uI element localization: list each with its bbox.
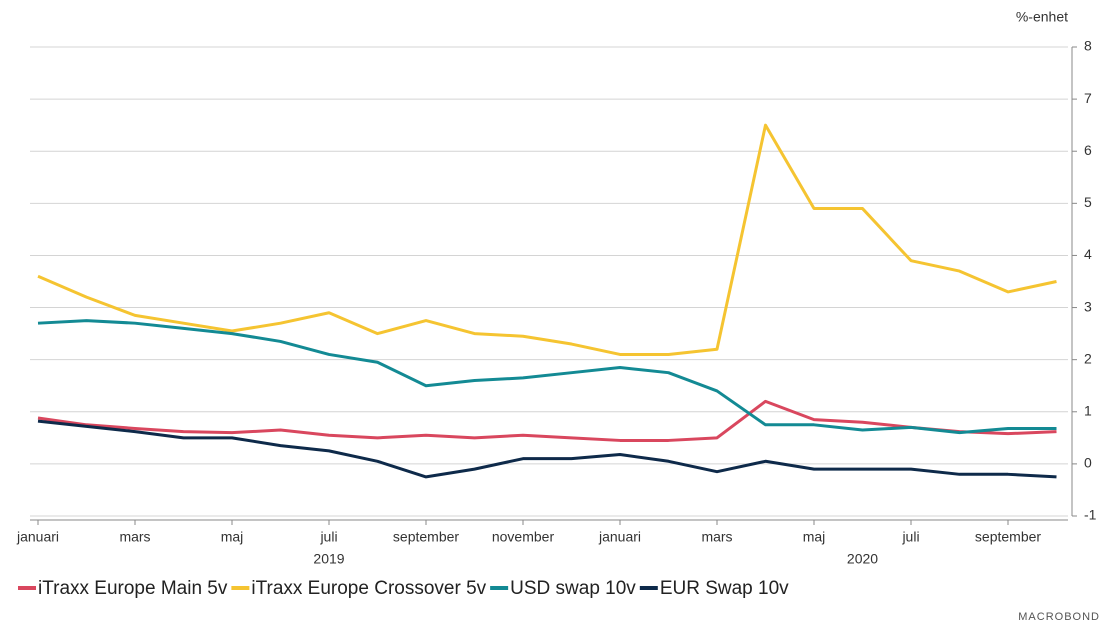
x-tick-label: september [975, 529, 1041, 545]
legend-label: iTraxx Europe Crossover 5v [251, 578, 486, 599]
y-tick-label: 0 [1084, 455, 1092, 471]
x-tick-label: mars [701, 529, 732, 545]
y-tick-label: 2 [1084, 350, 1092, 366]
source: MACROBOND [1018, 611, 1100, 623]
x-tick-label: juli [319, 529, 337, 545]
year-label: 2019 [313, 551, 344, 567]
series-line [37, 319, 1057, 435]
unit-label: %-enhet [1016, 9, 1068, 25]
series-line [37, 399, 1057, 442]
x-tick-label: juli [901, 529, 919, 545]
x-tick-label: januari [16, 529, 59, 545]
y-tick-label: 6 [1084, 142, 1092, 158]
legend: iTraxx Europe Main 5v iTraxx Europe Cross… [18, 578, 789, 599]
legend-label: iTraxx Europe Main 5v [38, 578, 228, 599]
legend-label: USD swap 10v [510, 578, 636, 599]
x-tick-label: januari [598, 529, 641, 545]
series-line [37, 419, 1057, 479]
y-tick-label: -1 [1084, 507, 1097, 523]
y-tick-label: 4 [1084, 246, 1092, 262]
y-tick-label: 8 [1084, 38, 1092, 54]
x-tick-label: maj [221, 529, 244, 545]
x-tick-label: november [492, 529, 555, 545]
series-line [37, 123, 1057, 356]
y-tick-label: 7 [1084, 90, 1092, 106]
x-tick-label: september [393, 529, 459, 545]
x-tick-label: mars [119, 529, 150, 545]
year-label: 2020 [847, 551, 878, 567]
y-tick-label: 5 [1084, 194, 1092, 210]
legend-label: EUR Swap 10v [660, 578, 789, 599]
y-tick-label: 3 [1084, 298, 1092, 314]
y-tick-label: 1 [1084, 402, 1092, 418]
x-tick-label: maj [803, 529, 826, 545]
